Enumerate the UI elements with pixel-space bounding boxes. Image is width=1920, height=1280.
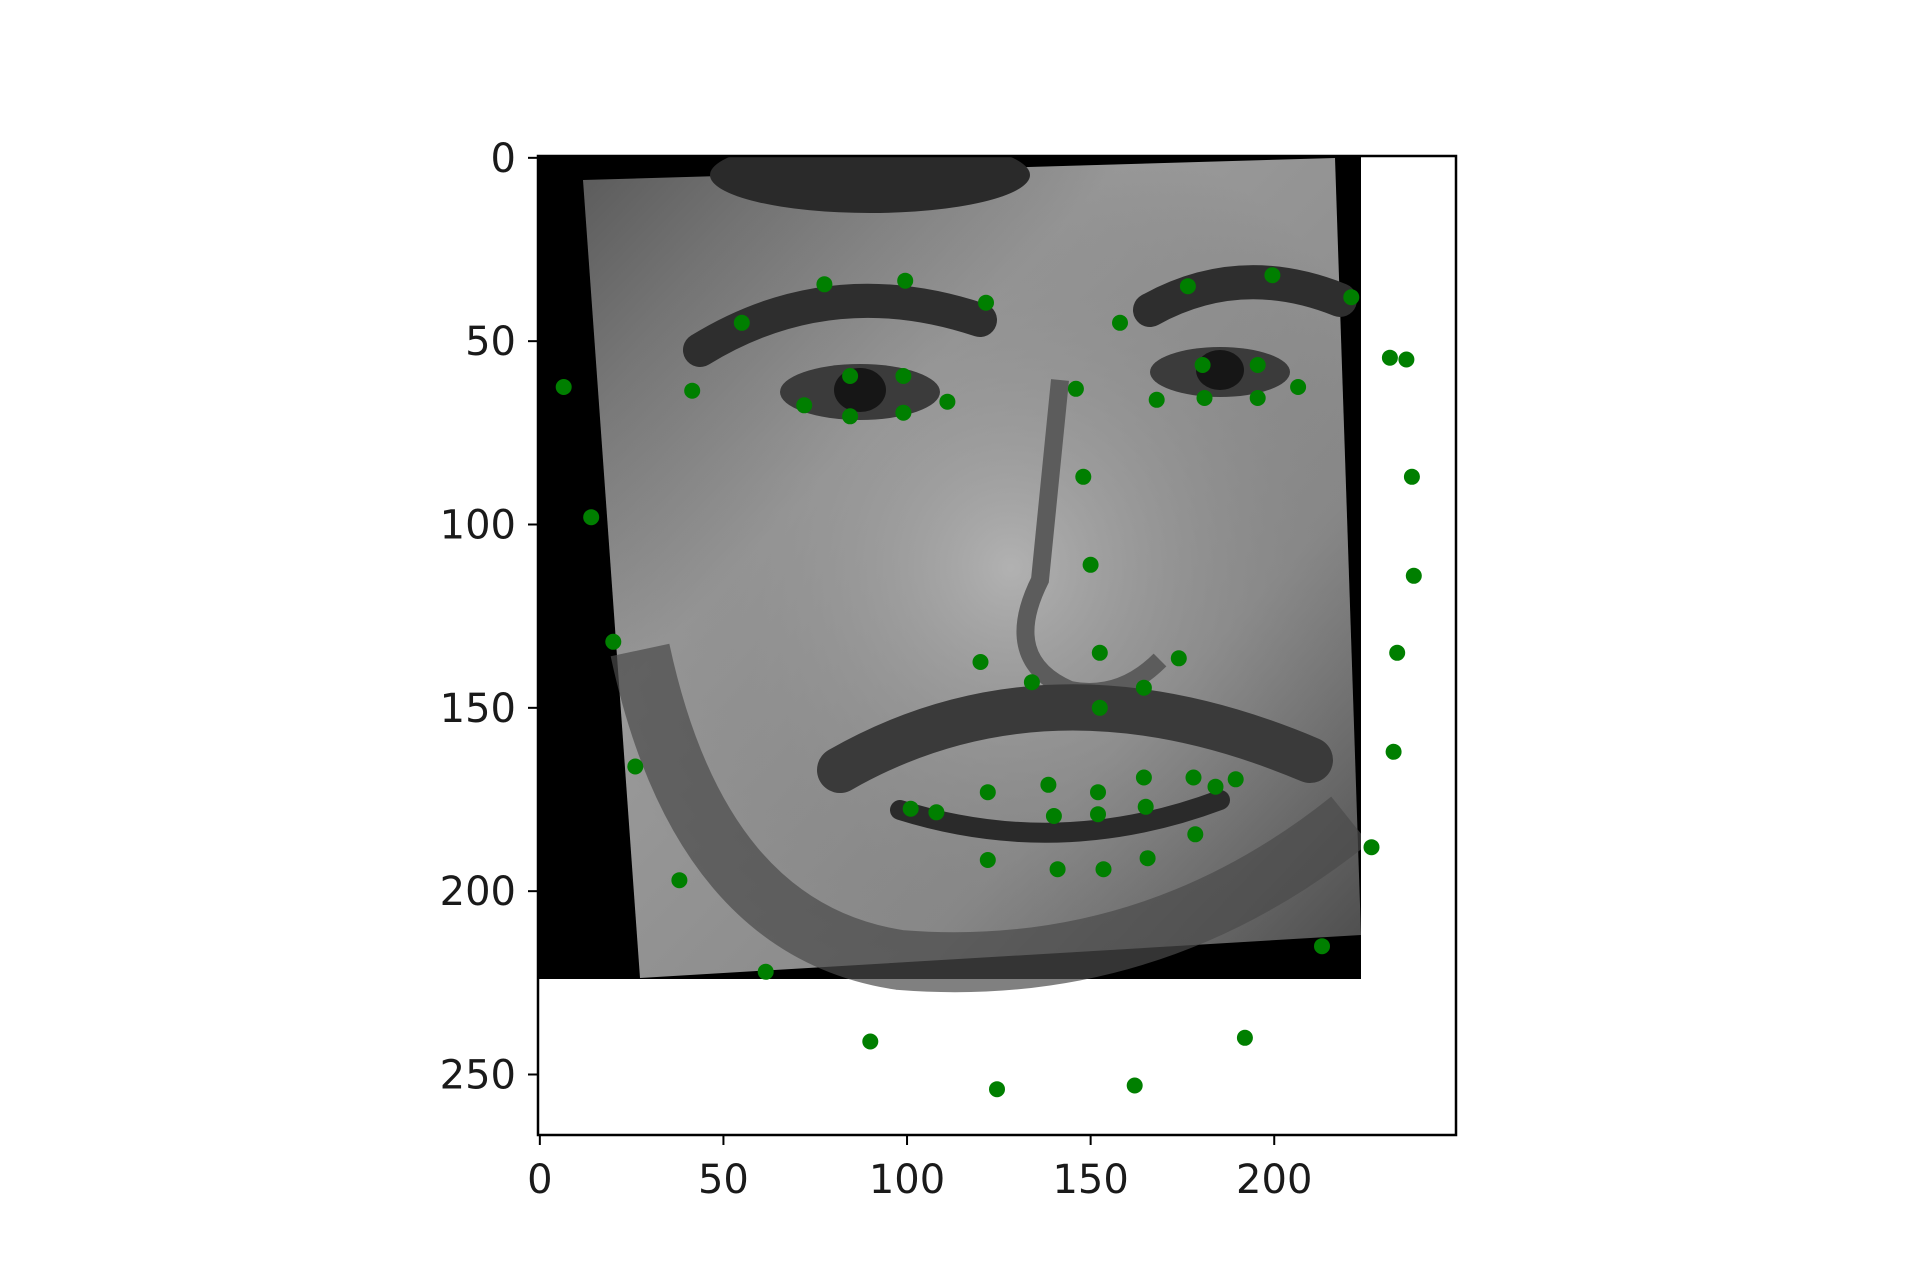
landmark-point: [1090, 806, 1106, 823]
landmark-point: [895, 404, 912, 421]
landmark-point: [1196, 390, 1213, 406]
x-tick-label: 0: [527, 1157, 552, 1203]
landmark-point: [627, 758, 644, 775]
landmark-point: [1381, 349, 1398, 366]
landmark-point: [1112, 314, 1128, 331]
x-tick-label: 150: [1052, 1157, 1128, 1203]
landmark-point: [1403, 468, 1420, 485]
landmark-point: [1264, 267, 1281, 284]
x-tick-label: 50: [698, 1157, 749, 1203]
face-image-icon: [538, 156, 1456, 1135]
landmark-point: [1290, 379, 1307, 395]
landmark-point: [1389, 644, 1406, 661]
landmark-point: [1363, 839, 1380, 856]
landmark-point: [1170, 650, 1187, 667]
y-tick-label: 200: [440, 869, 516, 915]
landmark-point: [989, 1081, 1005, 1098]
landmark-point: [1249, 357, 1266, 373]
landmark-point: [684, 382, 701, 399]
landmark-point: [733, 314, 750, 331]
y-tick-label: 250: [440, 1053, 516, 1099]
landmark-point: [1082, 556, 1099, 573]
landmark-point: [1398, 351, 1415, 368]
landmark-point: [1023, 674, 1040, 691]
landmark-point: [1091, 699, 1108, 716]
landmark-point: [671, 872, 688, 889]
landmark-point: [816, 276, 833, 293]
landmark-point: [1148, 391, 1165, 408]
landmark-point: [897, 272, 914, 289]
landmark-point: [1040, 776, 1057, 793]
landmark-point: [862, 1033, 879, 1050]
landmark-point: [979, 784, 996, 801]
landmark-point: [1075, 468, 1092, 485]
landmark-point: [1095, 861, 1112, 878]
landmark-point: [979, 852, 996, 868]
landmark-point: [939, 393, 956, 410]
x-tick-label: 200: [1236, 1157, 1312, 1203]
landmark-point: [1385, 743, 1402, 760]
landmark-point: [895, 368, 912, 384]
landmark-point: [1194, 357, 1211, 373]
landmark-point: [1135, 769, 1152, 786]
landmark-point: [1236, 1029, 1253, 1046]
landmark-point: [1343, 289, 1360, 306]
landmark-point: [1314, 938, 1330, 955]
y-tick-label: 0: [491, 136, 516, 182]
landmark-point: [1207, 778, 1224, 795]
landmark-point: [796, 397, 813, 414]
landmark-point: [1135, 679, 1152, 696]
y-tick-label: 50: [465, 319, 516, 365]
x-tick-label: 100: [869, 1157, 945, 1203]
landmark-point: [1049, 861, 1066, 878]
y-axis: 0 50 100 150 200 250: [440, 136, 538, 1099]
landmark-point: [1045, 808, 1062, 824]
landmark-point: [1187, 826, 1204, 843]
landmark-point: [1185, 769, 1202, 786]
landmark-point: [1091, 644, 1108, 661]
landmark-point: [902, 800, 919, 817]
landmark-point: [928, 804, 945, 821]
landmark-point: [1179, 278, 1196, 295]
axes-frame: [536, 154, 1458, 1137]
landmark-point: [555, 379, 572, 395]
landmark-points: [555, 267, 1422, 1098]
landmark-point: [583, 509, 600, 526]
landmark-point: [978, 294, 994, 311]
landmark-point: [842, 368, 859, 384]
y-tick-label: 100: [440, 503, 516, 549]
landmark-point: [1227, 771, 1244, 788]
landmark-point: [842, 408, 859, 425]
landmark-point: [757, 963, 774, 980]
landmark-point: [1405, 567, 1422, 584]
landmark-point: [1090, 784, 1106, 801]
landmark-point: [1249, 390, 1266, 406]
landmark-point: [1126, 1077, 1143, 1094]
landmark-point: [605, 633, 622, 650]
landmark-point: [1139, 850, 1156, 867]
landmark-point: [1137, 798, 1154, 815]
landmark-point: [1067, 380, 1084, 397]
y-tick-label: 150: [440, 686, 516, 732]
x-axis: 0 50 100 150 200: [527, 1135, 1312, 1203]
landmark-point: [972, 654, 989, 670]
